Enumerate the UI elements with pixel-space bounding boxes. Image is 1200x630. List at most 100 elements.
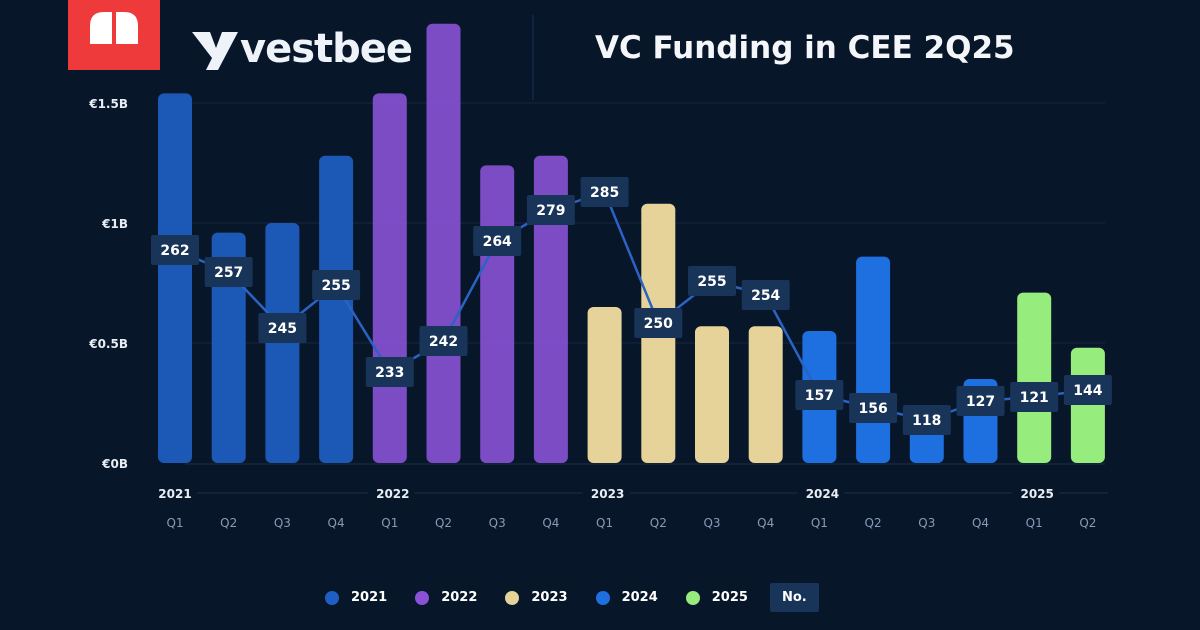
x-tick-label: Q4: [757, 516, 774, 530]
x-tick-label: Q2: [220, 516, 237, 530]
x-tick-label: Q2: [1079, 516, 1096, 530]
deal-count-box: [473, 226, 522, 256]
deal-count-label: 242: [429, 334, 458, 350]
x-tick-label: Q4: [972, 516, 989, 530]
legend-item-deal-count: No.: [769, 583, 819, 612]
x-tick-label: Q1: [166, 516, 183, 530]
legend-label: 2022: [441, 590, 478, 605]
x-tick-label: Q1: [596, 516, 613, 530]
deal-count-box: [688, 266, 736, 296]
y-tick-label: €1B: [101, 217, 128, 231]
legend-dot: [415, 590, 430, 605]
vestbee-mark-icon: [192, 32, 238, 70]
legend: 2021 2022 2023 2024 2025 No.: [325, 583, 819, 612]
x-tick-label: Q3: [274, 516, 291, 530]
deal-count-box: [741, 280, 790, 310]
x-tick-label: Q1: [381, 516, 398, 530]
bar-2025-Q1: [1017, 292, 1052, 463]
deal-count-box: [1063, 375, 1112, 405]
bar-2023-Q1: [587, 307, 622, 463]
logo-icon: [90, 12, 138, 44]
legend-item-2024: 2024: [595, 590, 658, 605]
x-tick-label: Q1: [811, 516, 828, 530]
deal-count-label: 262: [160, 243, 189, 259]
deal-count-box: [204, 257, 253, 287]
brand-name: vestbee: [240, 26, 413, 72]
deal-count-label: 255: [321, 278, 350, 294]
year-label: 2024: [806, 487, 839, 501]
bar-2021-Q2: [211, 232, 246, 463]
deal-count-label: 156: [858, 401, 887, 417]
deal-count-box: [312, 270, 361, 300]
deal-count-label: 254: [751, 288, 780, 304]
deal-count-label: 279: [536, 203, 565, 219]
legend-dot: [505, 590, 520, 605]
legend-label: 2024: [621, 590, 658, 605]
header-divider: [532, 15, 534, 100]
year-label: 2025: [1020, 487, 1053, 501]
deal-count-box: [526, 195, 575, 225]
bar-2022-Q2: [426, 23, 461, 464]
deal-count-box: [365, 357, 414, 387]
bar-2021-Q1: [158, 93, 192, 464]
legend-label: 2023: [531, 590, 568, 605]
deal-count-label: 250: [644, 316, 673, 332]
legend-label: 2021: [351, 590, 388, 605]
x-tick-label: Q3: [489, 516, 506, 530]
x-tick-label: Q3: [703, 516, 720, 530]
deal-count-label: 245: [268, 321, 297, 337]
deal-count-box: [258, 313, 307, 343]
bar-2022-Q1: [372, 93, 407, 464]
deal-count-label: 264: [483, 234, 512, 250]
legend-dot: [685, 590, 700, 605]
page-title: VC Funding in CEE 2Q25: [595, 30, 1015, 66]
deal-count-label: 121: [1020, 390, 1049, 406]
bar-2024-Q2: [856, 256, 891, 463]
bar-2023-Q3: [695, 326, 729, 463]
deal-count-label: 257: [214, 265, 243, 281]
deal-count-label: 127: [966, 394, 995, 410]
y-tick-label: €1.5B: [88, 97, 128, 111]
deal-count-label: 144: [1073, 383, 1102, 399]
deal-count-label: 157: [805, 388, 834, 404]
deal-count-box: [1010, 382, 1059, 412]
legend-item-2021: 2021: [325, 590, 387, 605]
bar-2022-Q3: [480, 165, 515, 463]
deal-count-box: [151, 235, 199, 265]
deal-count-box: [634, 308, 683, 338]
year-label: 2021: [158, 487, 191, 501]
year-label: 2022: [376, 487, 409, 501]
bar-2023-Q4: [748, 326, 783, 463]
deal-count-box: [849, 393, 898, 423]
publisher-logo: [68, 0, 160, 70]
legend-item-2022: 2022: [415, 590, 477, 605]
deal-count-box: [419, 326, 468, 356]
deal-count-box: [580, 177, 629, 207]
bar-2025-Q2: [1070, 347, 1105, 463]
legend-dot: [595, 590, 610, 605]
y-tick-label: €0.5B: [88, 337, 128, 351]
deal-count-box: [795, 380, 844, 410]
deal-count-box: [956, 386, 1005, 416]
deal-count-box: [902, 405, 951, 435]
bar-2021-Q4: [319, 155, 354, 464]
x-tick-label: Q2: [865, 516, 882, 530]
legend-dot: [325, 590, 339, 605]
x-tick-label: Q1: [1026, 516, 1043, 530]
y-tick-label: €0B: [101, 457, 128, 471]
legend-label: 2025: [711, 590, 748, 605]
x-tick-label: Q2: [435, 516, 452, 530]
bar-2022-Q4: [533, 155, 568, 464]
x-tick-label: Q4: [328, 516, 345, 530]
year-label: 2023: [591, 487, 624, 501]
vestbee-logo: vestbee: [190, 24, 413, 72]
x-tick-label: Q3: [918, 516, 935, 530]
deal-count-label: 118: [912, 413, 941, 429]
legend-item-2025: 2025: [685, 590, 748, 605]
deal-count-label: 233: [375, 365, 404, 381]
legend-item-2023: 2023: [505, 590, 568, 605]
x-tick-label: Q4: [542, 516, 559, 530]
x-tick-label: Q2: [650, 516, 667, 530]
deal-count-line: [174, 190, 1089, 422]
